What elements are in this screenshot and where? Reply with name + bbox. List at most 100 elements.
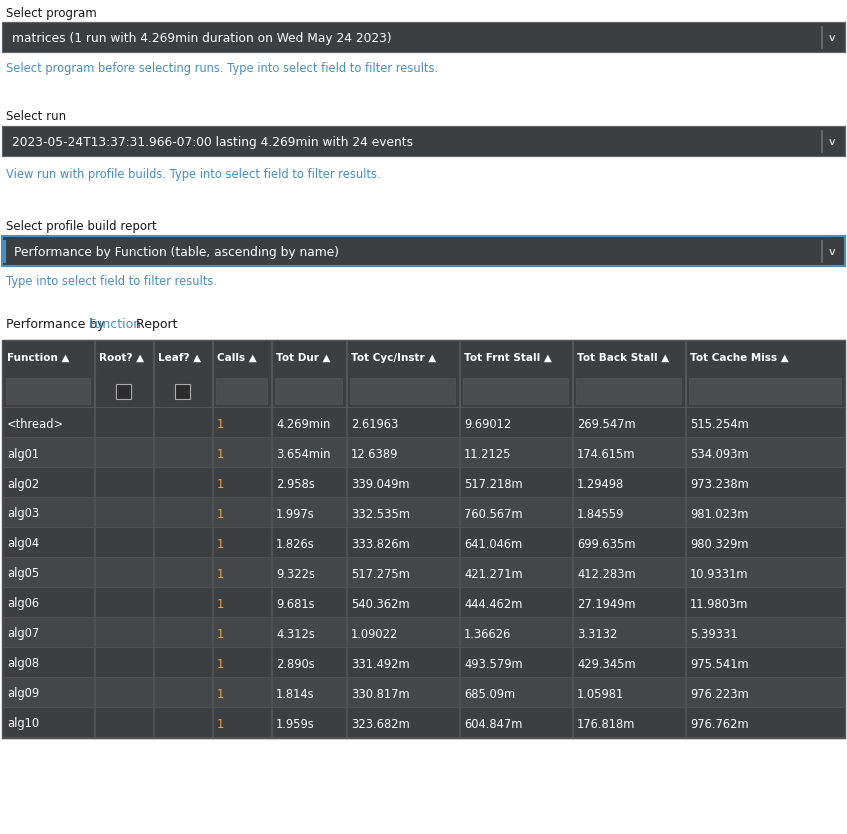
- Text: Tot Dur ▲: Tot Dur ▲: [276, 353, 330, 363]
- Bar: [2, 468, 845, 498]
- Bar: [459, 438, 460, 468]
- Bar: [2, 528, 845, 558]
- Bar: [271, 708, 272, 738]
- Text: Function ▲: Function ▲: [7, 353, 69, 363]
- Text: 4.269min: 4.269min: [276, 418, 330, 430]
- Text: 975.541m: 975.541m: [690, 657, 749, 671]
- Text: 174.615m: 174.615m: [577, 448, 635, 460]
- Bar: [346, 678, 347, 708]
- Bar: [2, 407, 845, 408]
- Bar: [153, 438, 154, 468]
- Text: 685.09m: 685.09m: [464, 687, 515, 701]
- Bar: [2, 588, 845, 618]
- Text: 1: 1: [217, 717, 224, 731]
- Bar: [94, 343, 95, 371]
- Text: 1: 1: [217, 537, 224, 550]
- Text: 976.762m: 976.762m: [690, 717, 749, 731]
- Text: 1: 1: [217, 597, 224, 610]
- Text: 1: 1: [217, 478, 224, 490]
- Bar: [153, 618, 154, 648]
- Bar: [212, 408, 213, 438]
- Bar: [271, 438, 272, 468]
- Bar: [94, 340, 95, 408]
- Bar: [94, 438, 95, 468]
- Bar: [153, 558, 154, 588]
- Bar: [459, 408, 460, 438]
- Bar: [685, 618, 686, 648]
- Text: Select program: Select program: [6, 7, 97, 20]
- Text: 1.29498: 1.29498: [577, 478, 624, 490]
- Bar: [94, 558, 95, 588]
- Bar: [271, 468, 272, 498]
- Bar: [212, 618, 213, 648]
- Text: 1: 1: [217, 567, 224, 580]
- Bar: [271, 498, 272, 528]
- Text: 9.69012: 9.69012: [464, 418, 512, 430]
- Bar: [212, 588, 213, 618]
- Text: 444.462m: 444.462m: [464, 597, 523, 610]
- Bar: [572, 708, 573, 738]
- Text: 1.826s: 1.826s: [276, 537, 315, 550]
- Text: 2.890s: 2.890s: [276, 657, 315, 671]
- Text: 1: 1: [217, 418, 224, 430]
- Bar: [2, 126, 845, 156]
- Bar: [271, 558, 272, 588]
- Bar: [572, 618, 573, 648]
- Bar: [212, 708, 213, 738]
- Bar: [94, 408, 95, 438]
- Text: 269.547m: 269.547m: [577, 418, 635, 430]
- Text: alg03: alg03: [7, 508, 39, 520]
- Bar: [346, 648, 347, 678]
- Text: Leaf? ▲: Leaf? ▲: [158, 353, 201, 363]
- Bar: [459, 343, 460, 371]
- Text: 5.39331: 5.39331: [690, 627, 738, 641]
- Text: 1.36626: 1.36626: [464, 627, 512, 641]
- Bar: [212, 648, 213, 678]
- Text: alg10: alg10: [7, 717, 39, 731]
- Bar: [346, 343, 347, 371]
- Text: 1: 1: [217, 508, 224, 520]
- Text: 980.329m: 980.329m: [690, 537, 749, 550]
- Bar: [153, 498, 154, 528]
- Text: 493.579m: 493.579m: [464, 657, 523, 671]
- Bar: [459, 618, 460, 648]
- Bar: [346, 558, 347, 588]
- Text: alg07: alg07: [7, 627, 39, 641]
- Text: 534.093m: 534.093m: [690, 448, 749, 460]
- Text: Select program before selecting runs. Type into select field to filter results.: Select program before selecting runs. Ty…: [6, 62, 438, 75]
- Bar: [2, 558, 845, 588]
- Text: 12.6389: 12.6389: [351, 448, 398, 460]
- Bar: [271, 618, 272, 648]
- Text: 331.492m: 331.492m: [351, 657, 410, 671]
- Text: 2.958s: 2.958s: [276, 478, 315, 490]
- Bar: [94, 528, 95, 558]
- Bar: [212, 498, 213, 528]
- Text: 760.567m: 760.567m: [464, 508, 523, 520]
- Text: Root? ▲: Root? ▲: [99, 353, 144, 363]
- Bar: [212, 343, 213, 371]
- Bar: [175, 384, 190, 399]
- Text: 1.997s: 1.997s: [276, 508, 315, 520]
- Bar: [2, 647, 845, 648]
- Text: alg06: alg06: [7, 597, 39, 610]
- Bar: [2, 438, 845, 468]
- Bar: [212, 340, 213, 408]
- Bar: [271, 648, 272, 678]
- Text: 1: 1: [217, 657, 224, 671]
- Text: 333.826m: 333.826m: [351, 537, 410, 550]
- Bar: [94, 588, 95, 618]
- Text: 1: 1: [217, 627, 224, 641]
- Text: 641.046m: 641.046m: [464, 537, 523, 550]
- Bar: [2, 22, 845, 52]
- Bar: [153, 468, 154, 498]
- Bar: [275, 378, 342, 404]
- Bar: [2, 236, 845, 266]
- Bar: [94, 678, 95, 708]
- Bar: [2, 22, 845, 52]
- Bar: [463, 378, 568, 404]
- Bar: [2, 618, 845, 648]
- Bar: [2, 374, 845, 408]
- Bar: [350, 378, 455, 404]
- Bar: [685, 708, 686, 738]
- Text: alg04: alg04: [7, 537, 39, 550]
